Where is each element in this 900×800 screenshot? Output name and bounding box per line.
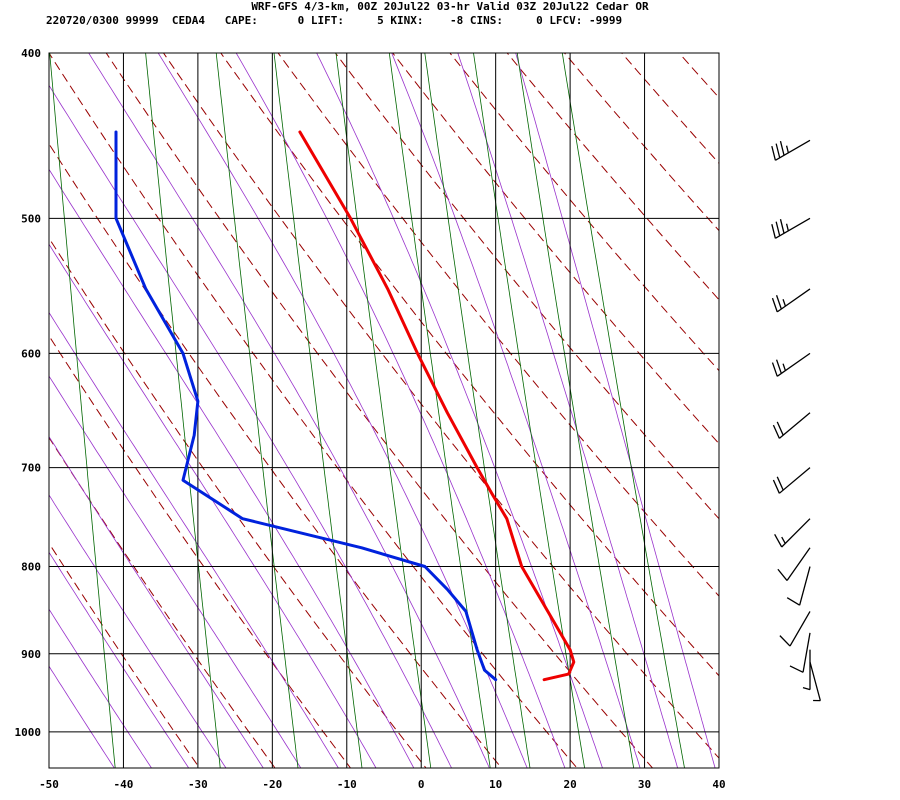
mixing-ratio-line xyxy=(473,53,586,768)
mixing-ratio-line xyxy=(49,53,116,768)
moist-adiabat-line xyxy=(49,168,415,768)
dry-adiabat-line xyxy=(678,53,719,99)
wind-barb xyxy=(777,547,811,581)
dry-adiabat-line xyxy=(49,542,201,768)
dry-adiabat-line xyxy=(392,53,719,445)
mixing-ratio-line xyxy=(145,53,221,768)
temperature-tick-label: 10 xyxy=(489,778,502,791)
dry-adiabat-line xyxy=(49,334,352,768)
moist-adiabat-line xyxy=(157,53,528,768)
dry-adiabat-line xyxy=(49,436,276,768)
pressure-axis-labels: 400 500 600 700 800 900 1000 xyxy=(15,47,42,739)
moist-adiabat-line xyxy=(49,608,152,768)
moist-adiabat-line xyxy=(49,375,302,768)
temperature-axis-labels: -50 -40 -30 -20 -10 0 10 20 30 40 xyxy=(39,778,726,791)
temperature-tick-label: 30 xyxy=(638,778,651,791)
wind-barb xyxy=(802,649,811,691)
pressure-tick-label: 700 xyxy=(21,462,41,475)
moist-adiabat-line xyxy=(49,311,339,768)
dewpoint-profile-line xyxy=(114,130,498,682)
wind-barb xyxy=(771,288,811,313)
profiles xyxy=(114,130,576,682)
mixing-ratio-line xyxy=(388,53,491,768)
moist-adiabat-line xyxy=(515,53,716,768)
dry-adiabat-line xyxy=(621,53,719,165)
dry-adiabat-line xyxy=(277,53,719,597)
wind-barb xyxy=(779,611,811,647)
moist-adiabat-line xyxy=(49,243,377,768)
temperature-tick-label: -20 xyxy=(262,778,282,791)
dry-adiabat-line xyxy=(334,53,719,520)
mixing-ratio-line xyxy=(273,53,363,768)
temperature-tick-label: 40 xyxy=(712,778,725,791)
moist-adiabat-line xyxy=(457,53,679,768)
moist-adiabat-line xyxy=(49,435,264,768)
plot-frame xyxy=(48,52,720,769)
dry-adiabat-line xyxy=(220,53,719,677)
dry-adiabat-line xyxy=(872,15,900,782)
dry-adiabat-line xyxy=(506,53,719,301)
dry-adiabat-line xyxy=(759,15,900,782)
moist-adiabat-line xyxy=(49,665,115,768)
temperature-tick-label: -30 xyxy=(188,778,208,791)
mixing-ratio-line xyxy=(561,53,685,768)
wind-barb xyxy=(771,139,811,161)
pressure-tick-label: 400 xyxy=(21,47,41,60)
dry-adiabat-line xyxy=(105,53,654,768)
mixing-ratio-line xyxy=(424,53,531,768)
dry-adiabat-line xyxy=(449,53,719,372)
dry-adiabat-line xyxy=(702,15,900,782)
chart-title: WRF-GFS 4/3-km, 00Z 20Jul22 03-hr Valid … xyxy=(251,0,649,13)
temperature-profile-line xyxy=(298,130,576,682)
wind-barb xyxy=(786,566,811,606)
dry-adiabat-line xyxy=(49,237,427,768)
wind-barb xyxy=(771,352,811,377)
moist-adiabat-line xyxy=(49,551,190,768)
temperature-tick-label: -10 xyxy=(337,778,357,791)
moist-adiabat-line xyxy=(316,53,603,768)
pressure-tick-label: 500 xyxy=(21,212,41,225)
temperature-tick-label: 20 xyxy=(563,778,576,791)
wind-barb xyxy=(772,467,811,494)
pressure-tick-label: 900 xyxy=(21,648,41,661)
wind-barb xyxy=(772,412,811,439)
wind-barb xyxy=(771,217,811,239)
dry-adiabat-line xyxy=(49,143,503,768)
sounding-indices: 220720/0300 99999 CEDA4 CAPE: 0 LIFT: 5 … xyxy=(46,14,623,27)
temperature-tick-label: -50 xyxy=(39,778,59,791)
wind-barbs xyxy=(771,139,821,702)
moist-adiabat-line xyxy=(49,494,227,768)
pressure-tick-label: 600 xyxy=(21,347,41,360)
pressure-tick-label: 1000 xyxy=(15,726,42,739)
moist-adiabat-line xyxy=(235,53,566,768)
dry-adiabat-line xyxy=(49,53,578,768)
temperature-tick-label: 0 xyxy=(418,778,425,791)
wind-barb xyxy=(774,518,811,548)
mixing-ratio-line xyxy=(516,53,635,768)
grid xyxy=(48,52,720,768)
wind-barb xyxy=(789,632,811,673)
moist-adiabat-line xyxy=(49,84,453,768)
moist-adiabat-line xyxy=(391,53,641,768)
wind-barb xyxy=(809,661,821,702)
pressure-tick-label: 800 xyxy=(21,561,41,574)
dry-adiabat-line xyxy=(563,53,719,232)
temperature-tick-label: -40 xyxy=(114,778,134,791)
mixing-ratio-line xyxy=(215,53,299,768)
moist-adiabat-line xyxy=(88,53,490,768)
background-lines xyxy=(49,15,900,782)
dry-adiabat-line xyxy=(815,15,900,782)
